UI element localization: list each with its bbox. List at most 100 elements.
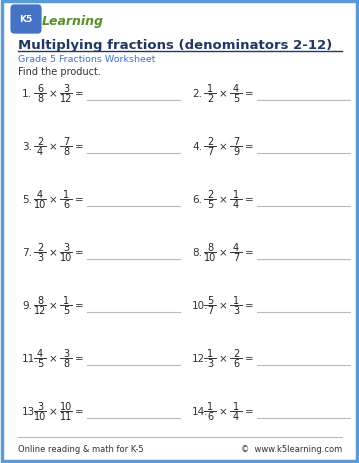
Text: 8.: 8. bbox=[192, 247, 202, 257]
Text: ×: × bbox=[48, 247, 57, 257]
Text: Learning: Learning bbox=[42, 15, 104, 28]
Text: 12.: 12. bbox=[192, 353, 209, 363]
Text: 6: 6 bbox=[207, 411, 213, 421]
Text: 10: 10 bbox=[204, 252, 216, 263]
Text: ×: × bbox=[219, 406, 227, 416]
Text: 7: 7 bbox=[63, 137, 69, 147]
Text: 14.: 14. bbox=[192, 406, 209, 416]
Text: 7: 7 bbox=[207, 147, 213, 156]
Text: 5: 5 bbox=[63, 305, 69, 315]
Text: 1.: 1. bbox=[22, 89, 32, 99]
Text: Find the product.: Find the product. bbox=[18, 67, 101, 77]
Text: 9.: 9. bbox=[22, 300, 32, 310]
Text: 1: 1 bbox=[233, 401, 239, 411]
Text: 10.: 10. bbox=[192, 300, 209, 310]
Text: 4: 4 bbox=[233, 411, 239, 421]
Text: 4: 4 bbox=[233, 200, 239, 210]
Text: 5.: 5. bbox=[22, 194, 32, 205]
Text: 5: 5 bbox=[207, 200, 213, 210]
Text: =: = bbox=[244, 300, 253, 310]
Text: 6: 6 bbox=[233, 358, 239, 368]
Text: ×: × bbox=[48, 353, 57, 363]
Text: Online reading & math for K-5: Online reading & math for K-5 bbox=[18, 444, 144, 454]
Text: 11: 11 bbox=[60, 411, 72, 421]
Text: =: = bbox=[75, 353, 83, 363]
Text: 4: 4 bbox=[37, 348, 43, 358]
Text: 13.: 13. bbox=[22, 406, 39, 416]
Text: =: = bbox=[244, 194, 253, 205]
Text: =: = bbox=[75, 89, 83, 99]
Text: 1: 1 bbox=[207, 348, 213, 358]
Text: 4: 4 bbox=[37, 147, 43, 156]
Text: 3: 3 bbox=[233, 305, 239, 315]
Text: ×: × bbox=[219, 89, 227, 99]
Text: ×: × bbox=[48, 89, 57, 99]
Text: 10: 10 bbox=[60, 401, 72, 411]
Text: 1: 1 bbox=[207, 84, 213, 94]
Text: ×: × bbox=[219, 300, 227, 310]
Text: 10: 10 bbox=[60, 252, 72, 263]
Text: ©  www.k5learning.com: © www.k5learning.com bbox=[241, 444, 342, 454]
Text: ×: × bbox=[219, 247, 227, 257]
Text: 2: 2 bbox=[207, 137, 213, 147]
Text: =: = bbox=[244, 89, 253, 99]
Text: ×: × bbox=[48, 142, 57, 152]
Text: =: = bbox=[75, 406, 83, 416]
Text: ×: × bbox=[48, 194, 57, 205]
Text: 4.: 4. bbox=[192, 142, 202, 152]
Text: 6.: 6. bbox=[192, 194, 202, 205]
Text: 1: 1 bbox=[233, 189, 239, 200]
Text: =: = bbox=[75, 194, 83, 205]
FancyBboxPatch shape bbox=[10, 6, 42, 35]
Text: 5: 5 bbox=[207, 295, 213, 305]
Text: 8: 8 bbox=[63, 358, 69, 368]
Text: 6: 6 bbox=[37, 84, 43, 94]
Text: =: = bbox=[75, 300, 83, 310]
Text: 8: 8 bbox=[37, 295, 43, 305]
Text: 7: 7 bbox=[233, 252, 239, 263]
Text: 4: 4 bbox=[37, 189, 43, 200]
Text: Multiplying fractions (denominators 2-12): Multiplying fractions (denominators 2-12… bbox=[18, 39, 332, 52]
Text: K5: K5 bbox=[19, 15, 33, 25]
Text: =: = bbox=[244, 406, 253, 416]
Text: =: = bbox=[75, 142, 83, 152]
Text: 7: 7 bbox=[207, 305, 213, 315]
Text: 5: 5 bbox=[233, 94, 239, 104]
Text: 1: 1 bbox=[63, 295, 69, 305]
Text: 1: 1 bbox=[207, 401, 213, 411]
Text: =: = bbox=[244, 142, 253, 152]
Text: 4: 4 bbox=[233, 84, 239, 94]
Text: 7: 7 bbox=[233, 137, 239, 147]
Text: 12: 12 bbox=[60, 94, 72, 104]
Text: ×: × bbox=[48, 300, 57, 310]
Text: 9: 9 bbox=[233, 147, 239, 156]
Text: 7.: 7. bbox=[22, 247, 32, 257]
Text: =: = bbox=[244, 247, 253, 257]
Text: 6: 6 bbox=[63, 200, 69, 210]
Text: ×: × bbox=[219, 142, 227, 152]
Text: 2.: 2. bbox=[192, 89, 202, 99]
Text: 8: 8 bbox=[207, 243, 213, 252]
Text: 8: 8 bbox=[63, 147, 69, 156]
Text: 3.: 3. bbox=[22, 142, 32, 152]
Text: 3: 3 bbox=[63, 348, 69, 358]
Text: =: = bbox=[244, 353, 253, 363]
Text: 3: 3 bbox=[37, 252, 43, 263]
Text: ×: × bbox=[48, 406, 57, 416]
Text: 5: 5 bbox=[37, 358, 43, 368]
Text: 3: 3 bbox=[37, 401, 43, 411]
Text: 3: 3 bbox=[63, 243, 69, 252]
Text: 2: 2 bbox=[207, 94, 213, 104]
Text: =: = bbox=[75, 247, 83, 257]
Text: 8: 8 bbox=[37, 94, 43, 104]
Text: 4: 4 bbox=[233, 243, 239, 252]
Text: 10: 10 bbox=[34, 200, 46, 210]
Text: 3: 3 bbox=[63, 84, 69, 94]
Text: 2: 2 bbox=[37, 243, 43, 252]
Text: ×: × bbox=[219, 194, 227, 205]
Text: 2: 2 bbox=[37, 137, 43, 147]
Text: 11.: 11. bbox=[22, 353, 39, 363]
Text: 10: 10 bbox=[34, 411, 46, 421]
Text: ×: × bbox=[219, 353, 227, 363]
Text: 3: 3 bbox=[207, 358, 213, 368]
